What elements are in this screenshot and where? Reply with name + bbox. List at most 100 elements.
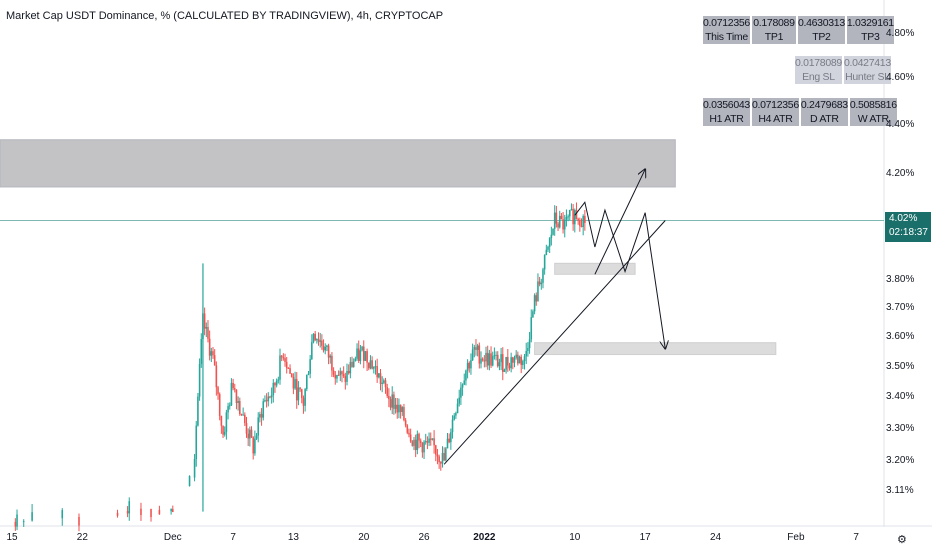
candle-body bbox=[321, 340, 323, 346]
projection-path[interactable] bbox=[594, 169, 645, 275]
candle-body bbox=[416, 433, 419, 450]
table-cell: 0.178089 bbox=[751, 16, 796, 30]
price-tick-label: 3.11% bbox=[886, 485, 914, 497]
candle-body bbox=[239, 401, 241, 414]
time-tick-label: 7 bbox=[230, 532, 236, 543]
candle-body bbox=[540, 282, 543, 285]
candle-body bbox=[197, 396, 199, 426]
candle-body bbox=[362, 346, 365, 361]
candle-body bbox=[284, 358, 286, 362]
candle-body bbox=[331, 355, 333, 371]
candle-body bbox=[563, 219, 566, 230]
candle-body bbox=[252, 437, 254, 454]
candle-body bbox=[249, 429, 251, 439]
candle-body bbox=[265, 400, 268, 402]
candle-body bbox=[461, 384, 464, 388]
candle-body bbox=[272, 382, 275, 396]
candle-body bbox=[567, 216, 569, 218]
table-cell: 0.2479683 bbox=[800, 98, 848, 112]
candle-body bbox=[14, 521, 17, 527]
candle-body bbox=[309, 359, 311, 374]
candle-body bbox=[520, 356, 522, 365]
info-table-top: 0.0712356 0.178089 0.4630313 1.0329161 T… bbox=[701, 16, 896, 44]
candle-body bbox=[565, 216, 568, 220]
price-tick-label: 3.20% bbox=[886, 455, 915, 466]
candle-body bbox=[455, 413, 457, 416]
table-cell: H4 ATR bbox=[751, 112, 799, 126]
candle-body bbox=[292, 376, 295, 389]
candle-body bbox=[453, 415, 455, 420]
candle-body bbox=[389, 399, 392, 408]
price-tick-label: 3.50% bbox=[886, 360, 915, 372]
candle-body bbox=[517, 354, 519, 364]
candle-body bbox=[346, 370, 348, 382]
last-price-value: 4.02% bbox=[889, 213, 918, 224]
candle-body bbox=[319, 340, 321, 342]
candle-body bbox=[473, 347, 476, 350]
zone-rect[interactable] bbox=[0, 139, 676, 188]
candle-body bbox=[505, 357, 507, 370]
time-tick-label: 24 bbox=[709, 532, 722, 543]
candle-body bbox=[208, 338, 211, 356]
candle-body bbox=[413, 439, 415, 446]
projection-path[interactable] bbox=[574, 201, 665, 348]
candle-body bbox=[451, 419, 454, 433]
candle-body bbox=[311, 342, 313, 360]
time-tick-label: 15 bbox=[6, 532, 18, 543]
candle-body bbox=[150, 508, 152, 518]
candle-body bbox=[396, 404, 399, 413]
candle-body bbox=[244, 414, 246, 424]
candle-body bbox=[344, 376, 347, 382]
candle-body bbox=[582, 216, 584, 228]
candle-body bbox=[498, 362, 501, 367]
candle-body bbox=[399, 404, 402, 412]
candle-body bbox=[429, 438, 432, 440]
time-tick-label: 26 bbox=[418, 532, 430, 543]
candle-body bbox=[525, 351, 528, 357]
candle-body bbox=[217, 387, 219, 395]
candle-body bbox=[275, 380, 278, 386]
candle-body bbox=[336, 374, 338, 379]
candle-body bbox=[352, 361, 355, 367]
candle-body bbox=[468, 362, 471, 369]
candle-body bbox=[522, 361, 524, 365]
candle-body bbox=[480, 358, 482, 364]
candle-body bbox=[259, 414, 261, 418]
candle-body bbox=[212, 351, 214, 356]
candle-body bbox=[572, 208, 574, 225]
candle-body bbox=[260, 414, 263, 418]
candle-body bbox=[225, 412, 228, 432]
bar-countdown: 02:18:37 bbox=[889, 227, 928, 238]
candle-body bbox=[324, 346, 327, 351]
candle-body bbox=[16, 514, 18, 527]
candle-body bbox=[580, 225, 583, 228]
axis-corner[interactable]: ⚙ bbox=[883, 527, 932, 550]
candle-body bbox=[170, 509, 172, 512]
candle-body bbox=[269, 396, 271, 398]
candle-body bbox=[568, 209, 571, 217]
price-tick-label: 4.60% bbox=[886, 72, 915, 84]
candle-body bbox=[426, 441, 429, 443]
candle-body bbox=[205, 327, 208, 329]
candle-body bbox=[436, 454, 439, 457]
price-tick-label: 4.40% bbox=[886, 119, 915, 131]
candle-body bbox=[295, 379, 298, 401]
candle-body bbox=[550, 234, 553, 239]
candle-body bbox=[306, 374, 308, 390]
candle-body bbox=[490, 353, 492, 366]
table-cell: Eng SL bbox=[795, 70, 842, 84]
zone-rect[interactable] bbox=[534, 342, 777, 356]
candle-body bbox=[562, 219, 564, 230]
price-tick-label: 4.80% bbox=[886, 27, 915, 39]
candle-body bbox=[341, 371, 343, 375]
candle-body bbox=[398, 404, 400, 413]
chart-settings-icon[interactable]: ⚙ bbox=[897, 534, 907, 546]
candle-body bbox=[560, 215, 563, 220]
candle-body bbox=[386, 387, 388, 396]
candle-body bbox=[367, 362, 370, 369]
candle-body bbox=[300, 389, 303, 399]
candle-body bbox=[515, 354, 517, 358]
candle-body bbox=[378, 373, 380, 378]
